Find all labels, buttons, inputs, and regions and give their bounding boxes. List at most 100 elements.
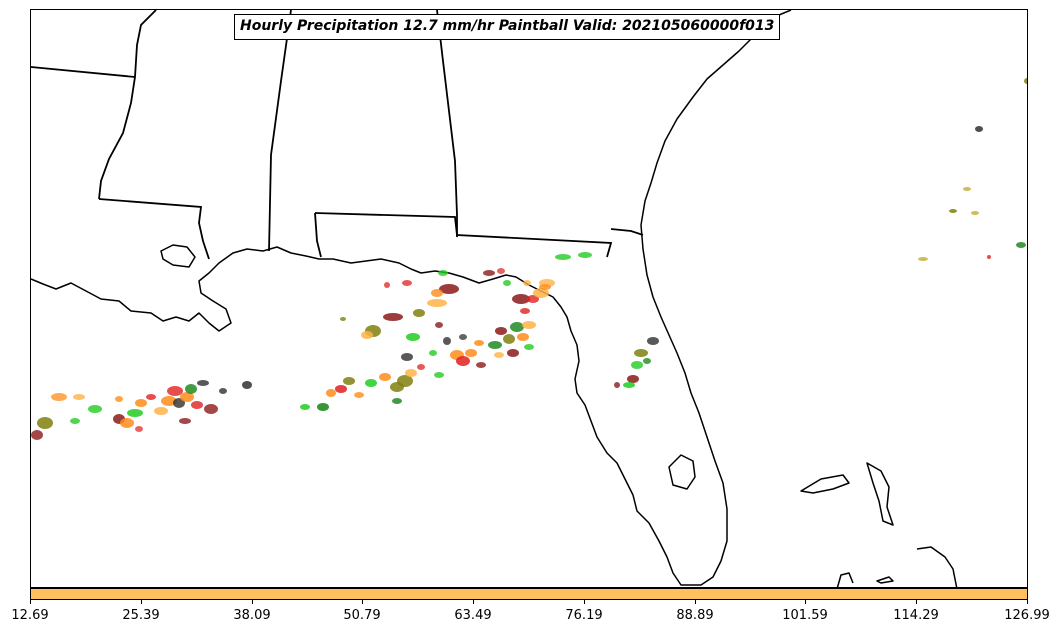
precip-blob xyxy=(146,394,156,400)
precip-blob xyxy=(512,294,530,304)
colorbar-tick xyxy=(805,600,806,604)
colorbar-tick-label: 50.79 xyxy=(343,608,381,623)
precip-blob xyxy=(115,396,123,402)
colorbar-tick-label: 38.09 xyxy=(233,608,271,623)
precip-blob xyxy=(179,418,191,424)
precip-blob xyxy=(1016,242,1026,248)
precip-blob xyxy=(949,209,957,213)
bahamas-island-1 xyxy=(800,474,850,494)
colorbar-tick-label: 101.59 xyxy=(782,608,828,623)
precip-blob xyxy=(643,358,651,364)
precip-blob xyxy=(361,331,373,339)
colorbar-tick xyxy=(1027,600,1028,604)
border-mississippi-river xyxy=(98,10,157,200)
precip-blob xyxy=(520,308,530,314)
coastlines xyxy=(31,10,958,587)
border-georgia-florida xyxy=(610,228,644,236)
precip-blob xyxy=(317,403,329,411)
colorbar-tick xyxy=(252,600,253,604)
colorbar-tick xyxy=(916,600,917,604)
border-alabama-florida-west xyxy=(314,212,322,258)
colorbar-tick-label: 114.29 xyxy=(893,608,939,623)
precip-blob xyxy=(161,396,177,406)
precip-blob xyxy=(197,380,209,386)
precip-blob xyxy=(987,255,991,259)
precip-blob xyxy=(88,405,102,413)
lake-pontchartrain xyxy=(160,244,196,268)
border-mississippi-alabama xyxy=(268,10,292,252)
precip-blob xyxy=(173,398,185,408)
colorbar xyxy=(30,588,1028,600)
precip-blob xyxy=(365,379,377,387)
precip-blob xyxy=(963,187,971,191)
precip-blob xyxy=(578,252,592,258)
louisiana-coastline xyxy=(31,10,792,586)
precip-blob xyxy=(483,270,495,276)
precip-blob xyxy=(434,372,444,378)
precip-blob xyxy=(401,353,413,361)
precip-blob xyxy=(459,334,467,340)
colorbar-tick-label: 126.99 xyxy=(1004,608,1050,623)
precip-blob xyxy=(533,288,549,298)
precip-blob xyxy=(120,418,134,428)
map-panel xyxy=(30,9,1028,588)
border-louisiana-mississippi xyxy=(98,198,210,260)
precip-blob xyxy=(406,333,420,341)
precip-blob xyxy=(647,337,659,345)
precip-blob xyxy=(476,362,486,368)
precip-blob xyxy=(975,126,983,132)
precip-blob xyxy=(383,313,403,321)
precip-blob xyxy=(431,289,443,297)
colorbar-tick xyxy=(584,600,585,604)
colorbar-tick-label: 25.39 xyxy=(122,608,160,623)
precip-blob xyxy=(340,317,346,321)
precip-blob xyxy=(51,393,67,401)
cuba-coast xyxy=(836,546,958,587)
precip-blob xyxy=(427,299,447,307)
bahamas-island-2 xyxy=(866,462,894,526)
precip-blob xyxy=(135,399,147,407)
colorbar-tick-label: 76.19 xyxy=(565,608,603,623)
precip-blob xyxy=(555,254,571,260)
precip-blob xyxy=(524,344,534,350)
precip-blob xyxy=(488,341,502,349)
precip-blob xyxy=(300,404,310,410)
precip-blob xyxy=(522,321,536,329)
precip-blob xyxy=(443,337,451,345)
precip-blob xyxy=(70,418,80,424)
precip-blob xyxy=(127,409,143,417)
precip-blob xyxy=(154,407,168,415)
precip-blob xyxy=(510,322,524,332)
precip-blob xyxy=(456,356,470,366)
colorbar-tick xyxy=(362,600,363,604)
precip-blob xyxy=(242,381,252,389)
precip-blob xyxy=(439,284,459,294)
border-alabama-florida xyxy=(314,212,613,258)
precip-blob xyxy=(623,382,635,388)
colorbar-tick xyxy=(30,600,31,604)
precip-blob xyxy=(634,349,648,357)
precip-blob xyxy=(918,257,928,261)
precip-blob xyxy=(474,340,484,346)
precip-blob xyxy=(614,382,620,388)
precip-blob xyxy=(326,389,336,397)
precip-blob xyxy=(627,375,639,383)
border-alabama-georgia xyxy=(436,10,458,237)
precip-blob xyxy=(392,398,402,404)
precip-blob xyxy=(494,352,504,358)
colorbar-tick-label: 12.69 xyxy=(11,608,49,623)
precip-blob xyxy=(435,322,443,328)
precip-blob xyxy=(523,280,531,286)
precip-blob xyxy=(379,373,391,381)
precip-blob xyxy=(438,270,448,276)
map-canvas xyxy=(31,10,1027,587)
precip-blob xyxy=(191,401,203,409)
precip-blob xyxy=(397,375,413,387)
precip-blob xyxy=(343,377,355,385)
precip-blob xyxy=(495,327,507,335)
colorbar-tick xyxy=(695,600,696,604)
precip-blob xyxy=(1024,78,1027,84)
precip-blob xyxy=(185,384,197,394)
precip-blob xyxy=(31,430,43,440)
precip-blob xyxy=(413,309,425,317)
